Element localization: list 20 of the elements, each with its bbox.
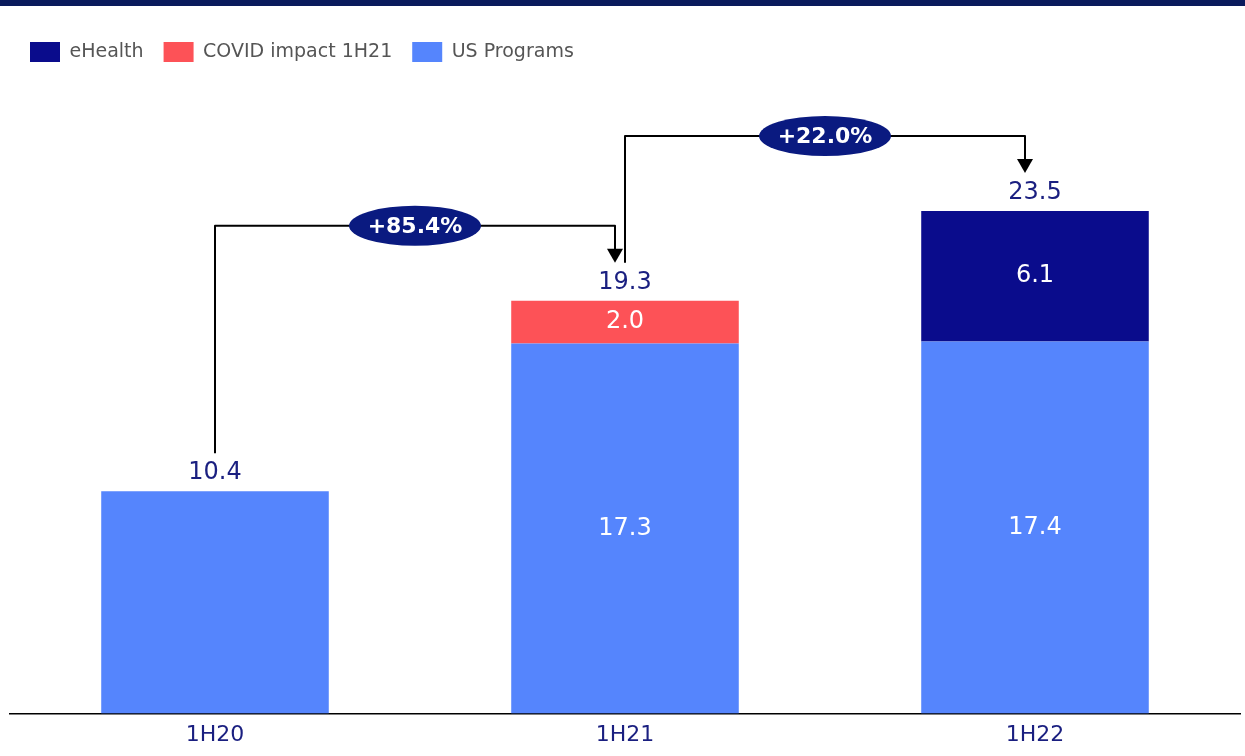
legend-label: COVID impact 1H21 (203, 38, 393, 61)
data-label: 17.3 (598, 512, 652, 541)
text: +22.0% (777, 122, 873, 148)
bar (101, 491, 329, 714)
legend-label: eHealth (69, 38, 144, 61)
legend-label: US Programs (451, 38, 574, 61)
bar (921, 211, 1149, 342)
bar (511, 300, 739, 344)
total-label: 10.4 (188, 457, 242, 486)
bar (921, 341, 1149, 714)
x-tick-label: 1H22 (1005, 720, 1065, 746)
data-label: 2.0 (605, 306, 645, 335)
total-label: 19.3 (598, 267, 652, 296)
x-tick-label: 1H20 (185, 720, 245, 746)
total-label: 23.5 (1008, 177, 1062, 206)
annotation: +85.4% (367, 212, 463, 238)
bar (511, 343, 739, 714)
data-label: 6.1 (1015, 260, 1055, 289)
x-tick-label: 1H21 (595, 720, 655, 746)
data-label: 17.4 (1008, 511, 1062, 540)
